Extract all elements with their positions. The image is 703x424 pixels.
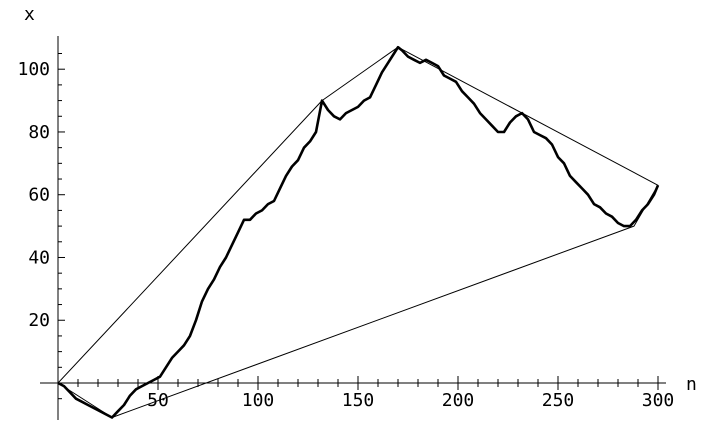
x-tick-label: 200: [442, 390, 475, 411]
convex-hull-line: [57, 46, 659, 418]
x-tick-label: 100: [242, 390, 275, 411]
y-tick-label: 100: [17, 59, 50, 80]
y-tick-label: 80: [28, 122, 50, 143]
labels: n x: [24, 4, 697, 395]
random-walk-line: [57, 45, 660, 419]
x-tick-label: 150: [342, 390, 375, 411]
x-tick-label: 300: [642, 390, 675, 411]
x-tick-label: 250: [542, 390, 575, 411]
series-layer: [57, 45, 660, 419]
x-axis-label: n: [686, 374, 697, 395]
y-axis-label: x: [24, 4, 35, 25]
y-tick-label: 40: [28, 247, 50, 268]
y-tick-label: 20: [28, 310, 50, 331]
y-tick-label: 60: [28, 185, 50, 206]
